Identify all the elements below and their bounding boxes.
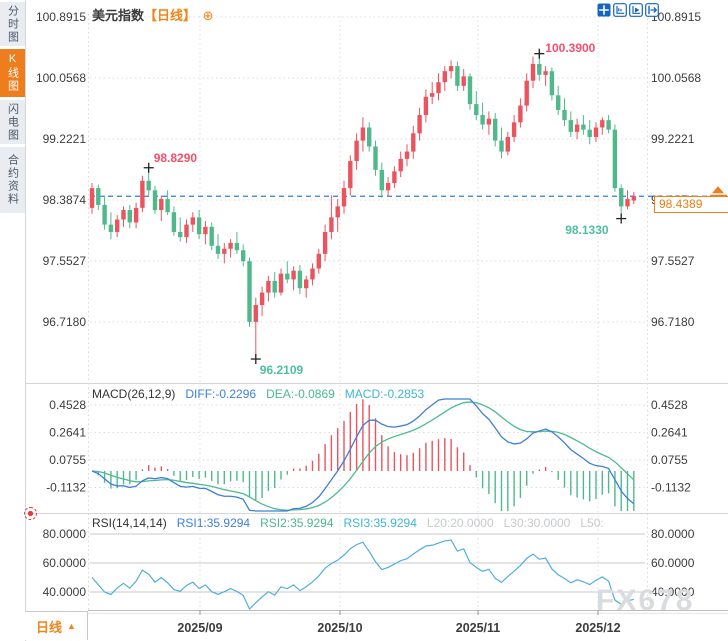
svg-text:100.0568: 100.0568 <box>651 71 701 85</box>
sidebar-tab-contract-info[interactable]: 合约资料 <box>0 147 25 213</box>
symbol-title: 美元指数 <box>92 8 145 23</box>
annotation-swing-low: 98.1330 <box>565 222 609 237</box>
rsi1-value: RSI1:35.9294 <box>176 516 251 530</box>
annotation-markers <box>143 48 627 365</box>
macd-dea-value: DEA:-0.0869 <box>266 387 335 401</box>
macd-header: MACD(26,12,9) DIFF:-0.2296 DEA:-0.0869 MACD… <box>92 387 434 401</box>
current-price-box: 98.4389 <box>654 196 728 213</box>
latest-arrow-base <box>710 194 727 197</box>
svg-text:97.5527: 97.5527 <box>43 254 87 268</box>
svg-text:2025/09: 2025/09 <box>177 621 222 635</box>
go-to-latest-icon[interactable] <box>645 3 659 17</box>
rsi-l50-value: L50: <box>580 516 604 530</box>
annotation-period-high: 100.3900 <box>545 40 596 55</box>
latest-arrow-icon[interactable] <box>712 186 724 194</box>
svg-text:96.7180: 96.7180 <box>651 315 695 329</box>
svg-text:97.5527: 97.5527 <box>651 254 695 268</box>
svg-text:0.2641: 0.2641 <box>49 426 86 440</box>
rsi3-value: RSI3:35.9294 <box>343 516 417 530</box>
triangle-up-icon: ▲ <box>67 621 76 631</box>
svg-text:100.8915: 100.8915 <box>651 10 701 24</box>
macd-diff-value: DIFF:-0.2296 <box>185 387 257 401</box>
rsi-l30-value: L30:30.0000 <box>503 516 571 530</box>
sidebar-tab-kline-chart[interactable]: K线图 <box>0 49 25 97</box>
svg-text:96.7180: 96.7180 <box>43 315 87 329</box>
rsi2-value: RSI2:35.9294 <box>260 516 334 530</box>
sidebar-tab-tick-chart[interactable]: 闪电图 <box>0 100 25 144</box>
macd-hist-value: MACD:-0.2853 <box>344 387 425 401</box>
axis-play-icon[interactable] <box>629 3 643 17</box>
svg-text:98.3874: 98.3874 <box>43 193 87 207</box>
chart-toolbar <box>597 3 659 17</box>
svg-text:2025/10: 2025/10 <box>317 621 362 635</box>
svg-text:100.8915: 100.8915 <box>36 10 86 24</box>
svg-text:40.0000: 40.0000 <box>43 585 87 599</box>
svg-text:0.4528: 0.4528 <box>651 398 688 412</box>
svg-text:0.4528: 0.4528 <box>49 398 86 412</box>
svg-text:100.0568: 100.0568 <box>36 71 86 85</box>
titlebar: 美元指数【日线】 ⊕ <box>92 5 214 24</box>
macd-params-label: MACD(26,12,9) <box>92 387 176 401</box>
rsi-params-label: RSI(14,14,14) <box>92 516 167 530</box>
annotation-swing-high: 98.8290 <box>153 150 198 165</box>
svg-text:99.2221: 99.2221 <box>43 132 87 146</box>
svg-text:80.0000: 80.0000 <box>43 527 87 541</box>
rsi-alert-icon <box>24 507 37 520</box>
svg-text:-0.1132: -0.1132 <box>46 480 86 494</box>
svg-text:0.0755: 0.0755 <box>49 453 86 467</box>
sidebar: 分时图 K线图 闪电图 合约资料 <box>0 0 26 641</box>
svg-text:2025/12: 2025/12 <box>575 621 620 635</box>
period-selector-label: 日线 <box>36 619 63 635</box>
add-indicator-icon[interactable]: ⊕ <box>202 8 214 23</box>
svg-text:99.2221: 99.2221 <box>651 132 695 146</box>
svg-text:40.0000: 40.0000 <box>651 585 695 599</box>
macd-layer <box>91 398 635 512</box>
svg-text:60.0000: 60.0000 <box>651 556 695 570</box>
svg-text:0.0755: 0.0755 <box>651 453 688 467</box>
axis-scale-icon[interactable] <box>613 3 627 17</box>
annotation-period-low: 96.2109 <box>259 363 304 378</box>
crosshair-tool-icon[interactable] <box>597 3 611 17</box>
svg-text:60.0000: 60.0000 <box>43 556 87 570</box>
rsi-line <box>91 539 634 611</box>
candles-layer <box>89 53 636 360</box>
rsi-header: RSI(14,14,14) RSI1:35.9294 RSI2:35.9294 RSI… <box>92 516 614 530</box>
svg-text:80.0000: 80.0000 <box>651 527 695 541</box>
axis-labels: 100.8915 100.8915 100.0568 100.0568 99.2221 9… <box>36 10 701 635</box>
rsi-l20-value: L20:20.0000 <box>426 516 494 530</box>
svg-text:0.2641: 0.2641 <box>651 426 688 440</box>
period-tag: 【日线】 <box>144 8 197 23</box>
period-selector[interactable]: 日线 ▲ <box>25 611 88 640</box>
svg-text:-0.1132: -0.1132 <box>651 480 691 494</box>
svg-text:2025/11: 2025/11 <box>456 621 501 635</box>
sidebar-tab-time-chart[interactable]: 分时图 <box>0 2 25 46</box>
